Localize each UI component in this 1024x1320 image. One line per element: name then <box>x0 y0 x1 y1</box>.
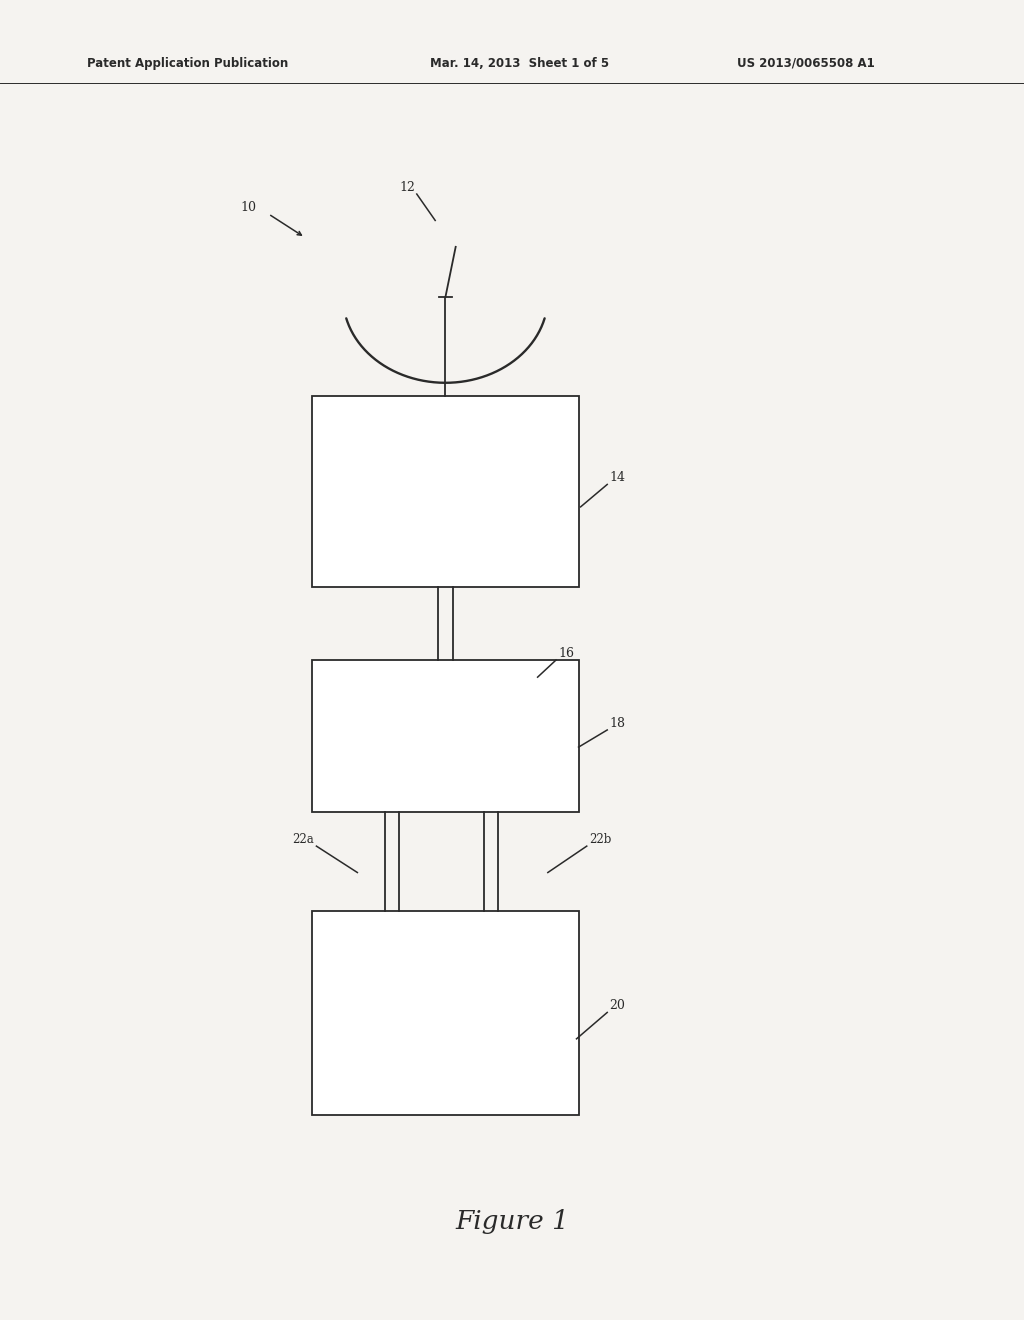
Text: 14: 14 <box>609 471 626 484</box>
Bar <box>312 911 579 1115</box>
Text: Mar. 14, 2013  Sheet 1 of 5: Mar. 14, 2013 Sheet 1 of 5 <box>430 57 609 70</box>
Text: 20: 20 <box>609 999 626 1012</box>
Text: 22b: 22b <box>589 833 611 846</box>
Bar <box>312 660 579 812</box>
Text: Figure 1: Figure 1 <box>455 1209 569 1233</box>
Text: 16: 16 <box>558 647 574 660</box>
Text: 10: 10 <box>241 201 257 214</box>
Text: 12: 12 <box>399 181 416 194</box>
Text: US 2013/0065508 A1: US 2013/0065508 A1 <box>737 57 876 70</box>
Text: Patent Application Publication: Patent Application Publication <box>87 57 289 70</box>
Text: 18: 18 <box>609 717 626 730</box>
Bar <box>312 396 579 587</box>
Text: 22a: 22a <box>293 833 314 846</box>
